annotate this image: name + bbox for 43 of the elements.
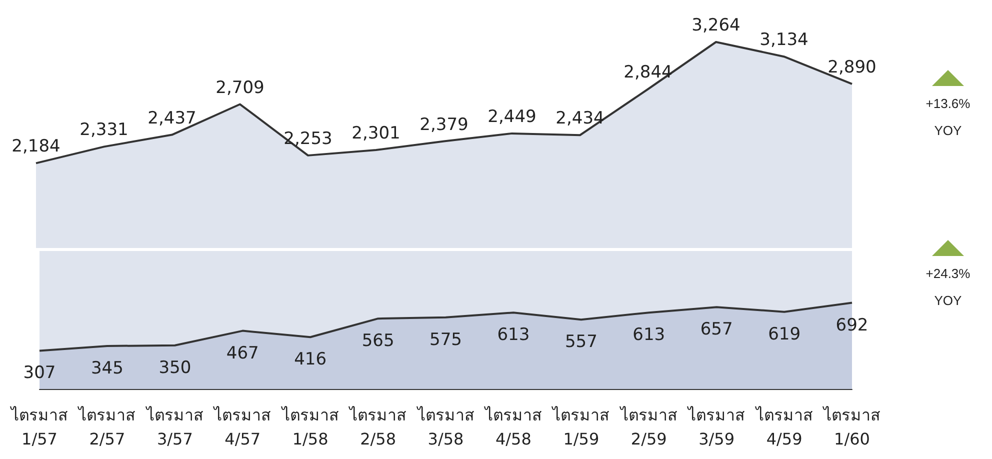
data-label: 613: [632, 325, 666, 346]
data-label: 619: [768, 324, 801, 344]
data-label: 2,253: [284, 128, 332, 149]
data-label: 350: [158, 358, 192, 378]
data-label: 557: [564, 332, 598, 352]
x-tick-label: ไตรมาส 1/59: [550, 406, 610, 448]
data-label: 307: [23, 363, 56, 384]
data-label: 2,184: [12, 136, 60, 157]
data-label: 3,134: [760, 30, 808, 50]
data-label: 2,379: [420, 114, 468, 135]
data-label: 2,301: [352, 124, 400, 144]
data-label: 2,890: [828, 57, 876, 78]
x-tick-label: ไตรมาส 3/59: [686, 406, 746, 448]
text: YOY: [933, 123, 963, 138]
text: YOY: [933, 293, 963, 308]
data-label: 2,449: [488, 106, 536, 127]
x-tick-label: ไตรมาส 2/57: [76, 406, 136, 448]
data-label: 2,709: [216, 78, 264, 98]
x-tick-label: ไตรมาส 4/57: [212, 406, 272, 448]
data-label: 345: [90, 358, 124, 378]
text: +13.6%: [924, 96, 972, 111]
x-tick-label: ไตรมาส 4/58: [482, 406, 542, 448]
data-label: 3,264: [692, 16, 740, 36]
x-tick-label: ไตรมาส 2/58: [348, 406, 407, 448]
data-label: 2,331: [80, 120, 128, 140]
data-label: 2,437: [148, 108, 196, 128]
data-label: 613: [497, 325, 530, 346]
data-label: 2,434: [556, 108, 604, 129]
data-label: 565: [362, 331, 394, 352]
x-tick-label: ไตรมาส 3/57: [144, 406, 204, 448]
x-tick-label: ไตรมาส 2/59: [618, 406, 678, 448]
x-tick-label: ไตรมาส 1/58: [280, 406, 339, 448]
data-label: 467: [226, 343, 259, 364]
data-label: 657: [700, 320, 733, 340]
text: +24.3%: [924, 266, 972, 281]
data-label: 692: [836, 315, 868, 336]
data-label: 2,844: [624, 62, 672, 83]
data-label: 416: [294, 350, 327, 370]
x-tick-label: ไตรมาส 3/58: [415, 406, 474, 448]
x-tick-label: ไตรมาส 1/60: [822, 406, 880, 448]
x-tick-label: ไตรมาส 4/59: [754, 406, 813, 448]
x-tick-label: ไตรมาส 1/57: [9, 406, 68, 448]
data-label: 575: [430, 330, 462, 350]
